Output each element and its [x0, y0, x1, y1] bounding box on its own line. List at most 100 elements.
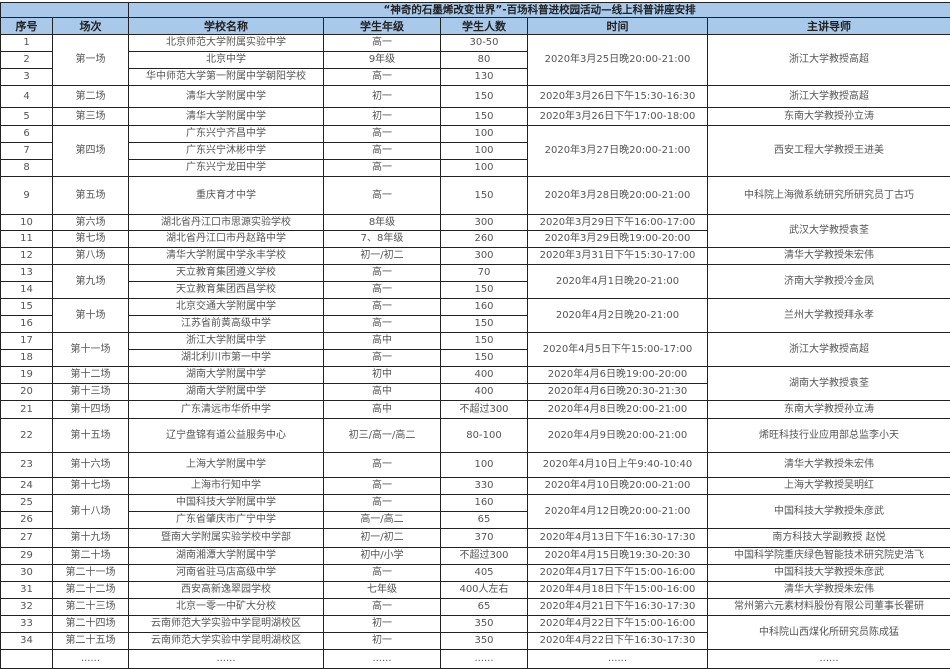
row-number: 8: [0, 159, 53, 177]
title-blank-cell: [0, 2, 129, 18]
lecturer-cell: 湖南大学教授袁荃: [706, 366, 950, 401]
header-no: 序号: [0, 17, 53, 35]
time-cell: 2020年4月8日晚20:00-21:00: [527, 400, 708, 419]
school-cell: 湖北利川市第一中学: [128, 349, 324, 367]
row-number: 4: [0, 85, 53, 108]
student-count-cell: 65: [440, 598, 528, 616]
grade-cell: 高一: [323, 142, 441, 160]
time-cell: 2020年4月10日上午9:40-10:40: [527, 452, 708, 478]
grade-cell: ......: [323, 649, 441, 669]
time-cell: 2020年3月25日晚20:00-21:00: [527, 34, 708, 86]
student-count-cell: 150: [440, 85, 528, 108]
lecturer-cell: 南方科技大学副教授 赵悦: [706, 528, 950, 548]
school-cell: 江苏省前黄高级中学: [128, 315, 324, 333]
school-cell: 华中师范大学第一附属中学朝阳学校: [128, 68, 324, 86]
time-cell: 2020年3月26日下午15:30-16:30: [527, 85, 708, 108]
school-cell: 云南师范大学实验中学昆明湖校区: [128, 615, 324, 633]
grade-cell: 高一: [323, 494, 441, 512]
lecturer-cell: 烯旺科技行业应用部总监李小天: [706, 418, 950, 453]
lecturer-cell: 中国科技大学教授朱彦武: [706, 494, 950, 529]
header-count: 学生人数: [440, 17, 528, 35]
time-cell: 2020年4月10日晚20:00-21:00: [527, 477, 708, 495]
lecturer-cell: 东南大学教授孙立涛: [706, 107, 950, 126]
row-number: 16: [0, 315, 53, 333]
school-cell: 天立教育集团西昌学校: [128, 281, 324, 299]
title-row: “神奇的石墨烯改变世界”-百场科普进校园活动—线上科普讲座安排: [0, 2, 950, 18]
grade-cell: 7、8年级: [323, 230, 441, 248]
grade-cell: 高一: [323, 264, 441, 282]
grade-cell: 高一: [323, 315, 441, 333]
session-cell: 第十一场: [52, 332, 129, 367]
school-cell: 上海市行知中学: [128, 477, 324, 495]
lecturer-cell: 清华大学教授朱宏伟: [706, 581, 950, 599]
table-row: 21 第十四场 广东清远市华侨中学 高中 不超过300 2020年4月8日晚20:00-2…: [0, 400, 950, 419]
grade-cell: 初一: [323, 632, 441, 650]
header-row: 序号 场次 学校名称 学生年级 学生人数 时间 主讲导师: [0, 17, 950, 35]
time-cell: 2020年4月2日晚20-21:00: [527, 298, 708, 333]
student-count-cell: 350: [440, 632, 528, 650]
session-cell: 第十四场: [52, 400, 129, 419]
table-row: 34 第二十五场 云南师范大学实验中学昆明湖校区 初一 350 2020年4月22日下午1…: [0, 632, 950, 650]
lecturer-cell: ......: [706, 649, 950, 669]
session-cell: 第二十场: [52, 547, 129, 565]
lecturer-cell: 浙江大学教授高超: [706, 332, 950, 367]
session-cell: 第十八场: [52, 494, 129, 529]
session-cell: 第八场: [52, 247, 129, 265]
time-cell: 2020年4月22日下午15:00-16:00: [527, 615, 708, 633]
student-count-cell: 80-100: [440, 418, 528, 453]
lecturer-cell: 中国科技大学教授朱彦武: [706, 564, 950, 582]
student-count-cell: 330: [440, 477, 528, 495]
grade-cell: 高一: [323, 34, 441, 52]
student-count-cell: 100: [440, 125, 528, 143]
row-number: 17: [0, 332, 53, 350]
session-cell: 第十六场: [52, 452, 129, 478]
time-cell: 2020年3月31日下午15:30-17:00: [527, 247, 708, 265]
lecturer-cell: 浙江大学教授高超: [706, 85, 950, 108]
session-cell: 第六场: [52, 214, 129, 231]
row-number: [0, 649, 53, 669]
table-row: 16 江苏省前黄高级中学 高一 150: [0, 315, 950, 333]
session-cell: 第十三场: [52, 383, 129, 401]
table-row: 2 北京中学 9年级 80: [0, 51, 950, 69]
school-cell: 中国科技大学附属中学: [128, 494, 324, 512]
lecturer-cell: 中科院山西煤化所研究员陈成猛: [706, 615, 950, 650]
row-number: 6: [0, 125, 53, 143]
time-cell: 2020年4月12日晚20:00-21:00: [527, 494, 708, 529]
grade-cell: 初一: [323, 85, 441, 108]
session-cell: 第一场: [52, 34, 129, 86]
table-row: 11 第七场 湖北省丹江口市丹赵路中学 7、8年级 260 2020年3月29日晚19:0…: [0, 230, 950, 248]
time-cell: 2020年4月9日晚20:00-21:00: [527, 418, 708, 453]
table-row: 5 第三场 清华大学附属中学 初一 150 2020年3月26日下午17:00-18:00…: [0, 107, 950, 126]
time-cell: 2020年4月15日晚19:30-20:30: [527, 547, 708, 565]
row-number: 30: [0, 564, 53, 582]
table-row: 33 第二十四场 云南师范大学实验中学昆明湖校区 初一 350 2020年4月22日下午1…: [0, 615, 950, 650]
table-row: 25 第十八场 中国科技大学附属中学 高一 160 2020年4月12日晚20:00-21…: [0, 494, 950, 529]
school-cell: 浙江大学附属中学: [128, 332, 324, 350]
table-row: 4 第二场 清华大学附属中学 初一 150 2020年3月26日下午15:30-16:30…: [0, 85, 950, 108]
table-row: 18 湖北利川市第一中学 高一 150: [0, 349, 950, 367]
lecturer-cell: 兰州大学教授拜永孝: [706, 298, 950, 333]
grade-cell: 高一/高二: [323, 511, 441, 529]
school-cell: 清华大学附属中学永丰学校: [128, 247, 324, 265]
session-cell: 第三场: [52, 107, 129, 126]
school-cell: 清华大学附属中学: [128, 85, 324, 108]
time-cell: 2020年4月6日晚19:00-20:00: [527, 366, 708, 384]
row-number: 18: [0, 349, 53, 367]
row-number: 23: [0, 452, 53, 478]
grade-cell: 高一: [323, 564, 441, 582]
row-number: 20: [0, 383, 53, 401]
session-cell: 第十五场: [52, 418, 129, 453]
session-cell: 第五场: [52, 176, 129, 215]
time-cell: 2020年3月29日晚19:00-20:00: [527, 230, 708, 248]
student-count-cell: 100: [440, 142, 528, 160]
lecturer-cell: 清华大学教授朱宏伟: [706, 452, 950, 478]
table-row: 29 第二十场 湖南湘潭大学附属中学 初中/小学 不超过300 2020年4月15日晚19…: [0, 547, 950, 565]
time-cell: 2020年4月6日晚20:30-21:30: [527, 383, 708, 401]
row-number: 26: [0, 511, 53, 529]
table-row: 12 第八场 清华大学附属中学永丰学校 初一/初二 300 2020年3月31日下午15:…: [0, 247, 950, 265]
row-number: 34: [0, 632, 53, 650]
row-number: 25: [0, 494, 53, 512]
lecturer-cell: 济南大学教授冷金凤: [706, 264, 950, 299]
school-cell: 云南师范大学实验中学昆明湖校区: [128, 632, 324, 650]
table-row: 23 第十六场 上海大学附属中学 高一 100 2020年4月10日上午9:40-10:4…: [0, 452, 950, 478]
